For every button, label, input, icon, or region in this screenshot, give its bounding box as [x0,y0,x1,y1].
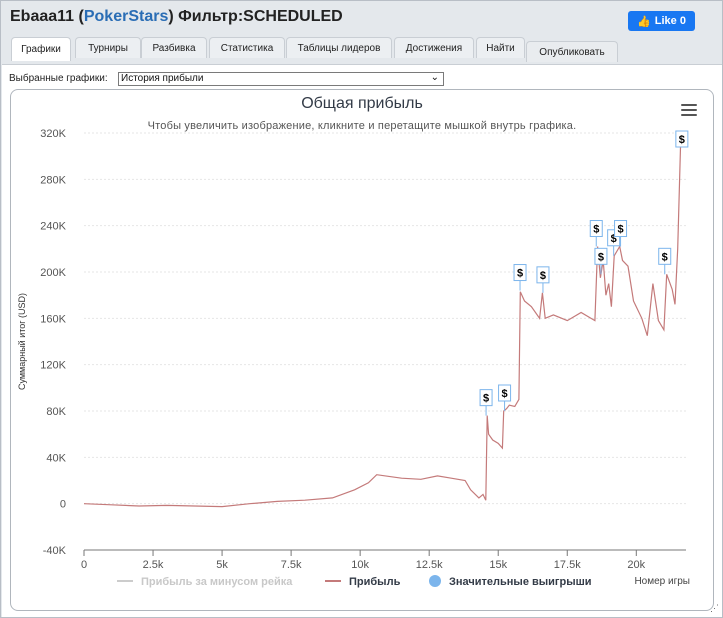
y-tick-label: 40K [46,452,66,464]
y-tick-label: 160K [40,313,66,325]
big-win-flag [614,220,628,238]
tab-tournaments[interactable]: Турниры [75,37,141,58]
profit-chart[interactable]: -40K 0 40K 80K 120K 160K 200K 240K 280K 320K 0 2.5k… [11,90,713,610]
y-tick-label: 120K [40,360,66,372]
flag-label: $ [598,251,604,263]
y-tick-label: 0 [60,499,66,511]
tab-graphs[interactable]: Графики [11,37,71,61]
tab-leaderboards[interactable]: Таблицы лидеров [286,37,392,58]
y-tick-label: 280K [40,174,66,186]
chart-title: Общая прибыль [301,95,423,112]
big-win-flag [658,247,672,265]
y-tick-label: 80K [46,406,66,418]
x-tick-label: 12.5k [416,559,443,571]
big-win-flag [498,384,512,402]
x-tick-label: 0 [81,559,87,571]
filter-label: Фильтр: [178,8,244,25]
tab-search[interactable]: Найти [476,37,525,58]
flag-label: $ [517,268,523,280]
legend-marker [429,575,441,587]
chart-subtitle: Чтобы увеличить изображение, кликните и … [147,120,577,132]
chart-container[interactable]: Общая прибыль Чтобы увеличить изображени… [10,89,714,611]
legend-item: Прибыль [349,576,401,588]
x-tick-label: 20k [627,559,645,571]
facebook-like-button[interactable]: 👍 Like 0 [628,11,695,31]
chart-selector-dropdown[interactable]: История прибыли ⌄ [118,72,444,86]
flag-label: $ [679,134,685,146]
flag-label: $ [662,251,668,263]
chevron-down-icon: ⌄ [430,72,439,83]
big-win-flag [594,247,608,265]
x-axis-label: Номер игры [634,576,690,587]
flag-label: $ [540,270,546,282]
flag-label: $ [593,224,599,236]
y-tick-label: 200K [40,267,66,279]
y-tick-label: 240K [40,221,66,233]
x-tick-label: 17.5k [554,559,581,571]
big-win-flag [513,264,527,282]
flag-label: $ [617,224,623,236]
player-name: Ebaaa11 [10,8,75,25]
filter-value: SCHEDULED [243,8,343,25]
big-win-flag [536,266,550,284]
x-tick-label: 10k [351,559,369,571]
chart-selector-value: История прибыли [121,73,204,84]
legend-item: Значительные выигрыши [449,576,592,588]
big-win-flag [479,389,493,407]
x-tick-label: 5k [216,559,228,571]
series-line-profit [83,141,684,508]
y-axis-label: Суммарный итог (USD) [17,293,27,390]
tab-breakdown[interactable]: Разбивка [141,37,207,58]
x-tick-label: 15k [489,559,507,571]
flag-label: $ [483,393,489,405]
tab-content: Выбранные графики: История прибыли ⌄ Общ… [2,64,722,617]
site-link[interactable]: PokerStars [83,8,169,25]
thumbs-up-icon: 👍 [637,15,651,28]
tab-publish[interactable]: Опубликовать [526,41,618,62]
tab-achievements[interactable]: Достижения [394,37,474,58]
tab-statistics[interactable]: Статистика [209,37,285,58]
y-tick-label: 320K [40,128,66,140]
flag-label: $ [611,233,617,245]
flag-label: $ [502,388,508,400]
resize-grip-icon[interactable]: ⋰ [710,603,719,613]
window-title: Ebaaa11 (PokerStars) Фильтр:SCHEDULED [10,8,343,25]
big-win-flag [675,130,689,148]
hamburger-menu-icon[interactable] [681,104,697,117]
legend-item: Прибыль за минусом рейка [141,576,293,588]
y-tick-label: -40K [43,545,67,557]
tab-bar: Графики Турниры Разбивка Статистика Табл… [11,37,722,65]
x-tick-label: 2.5k [143,559,164,571]
like-label: Like 0 [654,15,686,27]
big-win-flag [589,220,603,238]
chart-selector-label: Выбранные графики: [9,73,108,84]
x-tick-label: 7.5k [281,559,302,571]
